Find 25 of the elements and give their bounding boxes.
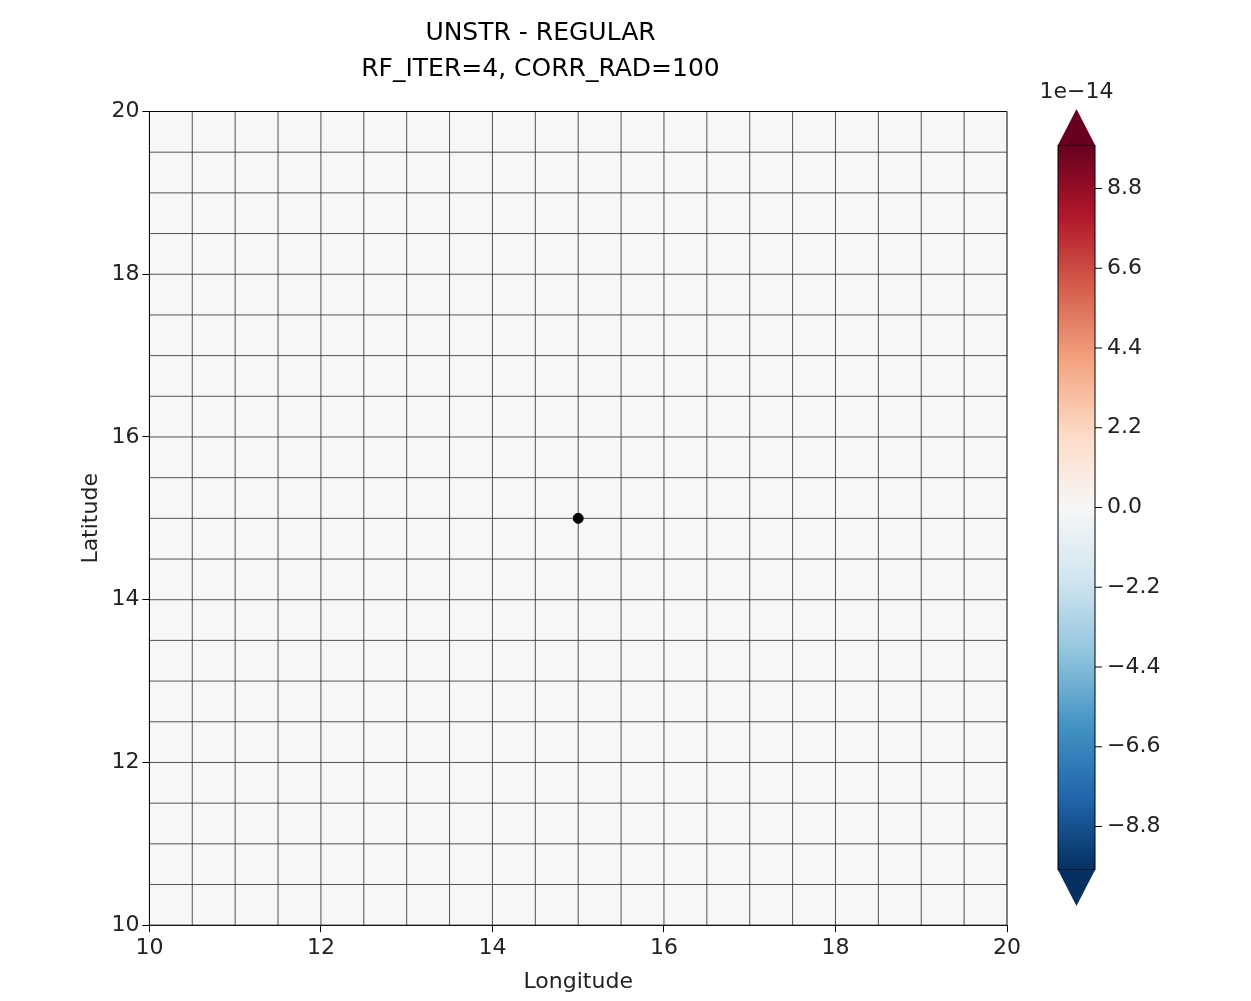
x-tick-label: 12 bbox=[306, 934, 335, 960]
y-tick-label: 20 bbox=[111, 97, 140, 123]
color-bar-label: −8.8 bbox=[1107, 812, 1161, 838]
color-bar-label: −6.6 bbox=[1107, 732, 1161, 758]
y-tick-label: 14 bbox=[111, 585, 140, 611]
x-tick-label: 14 bbox=[478, 934, 507, 960]
color-bar-label: 2.2 bbox=[1107, 413, 1142, 439]
color-bar-label: 4.4 bbox=[1107, 333, 1142, 359]
y-tick-label: 12 bbox=[111, 748, 140, 774]
color-bar-label: 6.6 bbox=[1107, 253, 1142, 279]
x-tick-label: 16 bbox=[649, 934, 678, 960]
x-tick-label: 20 bbox=[993, 934, 1021, 960]
x-tick-label: 18 bbox=[821, 934, 850, 960]
color-bar-label: −2.2 bbox=[1107, 572, 1161, 598]
color-bar-label: −4.4 bbox=[1107, 652, 1161, 678]
chart-title: UNSTR - REGULAR RF_ITER=4, CORR_RAD=100 bbox=[361, 16, 720, 82]
y-tick-label: 10 bbox=[111, 910, 140, 936]
y-tick-label: 18 bbox=[111, 259, 140, 285]
y-tick-label: 16 bbox=[111, 422, 140, 448]
x-tick-label: 10 bbox=[135, 934, 164, 960]
y-axis-title: Latitude bbox=[76, 473, 102, 564]
color-bar-label: 8.8 bbox=[1107, 174, 1142, 200]
color-bar-label: 0.0 bbox=[1107, 493, 1142, 519]
text: 1e−14 bbox=[1039, 78, 1114, 103]
x-axis-title: Longitude bbox=[523, 967, 633, 993]
